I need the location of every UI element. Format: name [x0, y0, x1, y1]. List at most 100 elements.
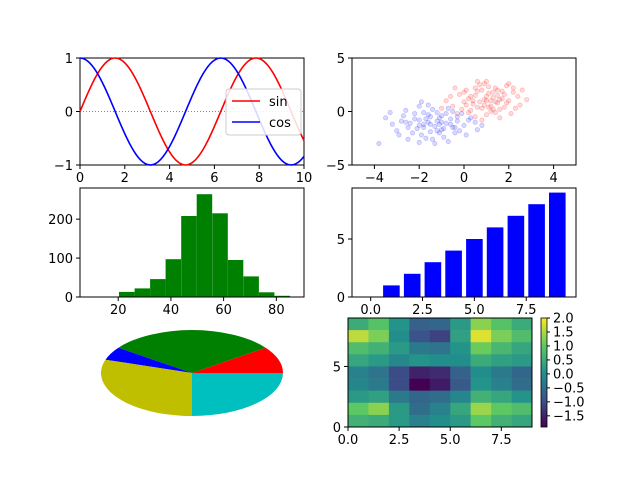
scatter-point-series-1 [443, 111, 449, 117]
heatmap-cell [491, 402, 512, 416]
scatter-point-series-1 [439, 127, 445, 133]
heatmap-cell [348, 402, 369, 416]
scatter-point-series-1 [454, 114, 460, 120]
histogram-x-tick-label: 40 [163, 303, 180, 318]
scatter-point-series-1 [456, 128, 462, 134]
histogram-y-tick-label: 100 [48, 252, 73, 267]
bar [486, 227, 504, 297]
scatter-point-series-1 [436, 115, 442, 121]
scatter-point-series-1 [421, 110, 427, 116]
scatter-chart-x-tick-label: −4 [365, 171, 384, 186]
scatter-point-series-0 [448, 94, 454, 100]
colorbar-tick-label: −0.5 [553, 381, 585, 396]
heatmap-cell [409, 402, 431, 416]
scatter-point-series-1 [416, 122, 422, 128]
heatmap-cell [511, 390, 533, 404]
scatter-point-series-0 [504, 100, 510, 106]
scatter-point-series-0 [481, 81, 487, 87]
scatter-point-series-1 [472, 119, 478, 125]
scatter-point-series-0 [508, 111, 514, 117]
heatmap-cell [511, 318, 533, 331]
heatmap-cell [348, 378, 369, 391]
scatter-point-series-1 [416, 140, 422, 146]
colorbar-tick-label: 1.5 [553, 325, 574, 340]
scatter-point-series-1 [376, 141, 382, 147]
scatter-point-series-1 [416, 117, 422, 123]
heatmap-x-tick-label: 0.0 [338, 433, 359, 448]
heatmap-cell [388, 366, 410, 379]
scatter-chart-y-tick-label: −5 [326, 159, 345, 174]
colorbar-tick-label: 0.0 [553, 367, 574, 382]
heatmap-cell [470, 366, 492, 379]
heatmap-cell [450, 354, 471, 367]
scatter-point-series-0 [490, 106, 496, 112]
colorbar-tick-label: 1.0 [553, 339, 574, 354]
scatter-point-series-1 [459, 111, 465, 117]
scatter-point-series-1 [427, 114, 433, 120]
scatter-point-series-1 [407, 120, 413, 126]
heatmap-cell [348, 390, 369, 404]
legend-label-sin: sin [269, 95, 288, 110]
scatter-point-series-0 [443, 98, 449, 104]
scatter-point-series-1 [468, 115, 474, 121]
scatter-point-series-0 [492, 85, 498, 91]
scatter-point-series-0 [501, 104, 507, 110]
heatmap-cell [348, 366, 369, 379]
heatmap-cell [409, 366, 431, 379]
scatter-point-series-0 [506, 98, 512, 104]
scatter-point-series-1 [434, 118, 440, 124]
heatmap-cell [470, 318, 492, 331]
scatter-point-series-1 [445, 139, 451, 145]
line-chart-x-tick-label: 4 [165, 171, 173, 186]
scatter-point-series-0 [456, 91, 462, 97]
scatter-point-series-1 [441, 134, 447, 140]
heatmap-cell [470, 330, 492, 343]
pie-slice-4 [192, 373, 283, 416]
bar-chart-x-tick-label: 5.0 [464, 303, 485, 318]
scatter-point-series-1 [450, 125, 456, 131]
bar-chart-y-tick-label: 0 [337, 291, 345, 306]
scatter-point-series-1 [383, 115, 389, 121]
scatter-point-series-0 [497, 106, 503, 112]
scatter-point-series-1 [414, 126, 420, 132]
colorbar-tick-label: −1.0 [553, 395, 585, 410]
colorbar-gradient [540, 317, 548, 428]
scatter-point-series-1 [389, 121, 395, 127]
scatter-point-series-0 [465, 96, 471, 102]
colorbar-tick-label: 0.5 [553, 353, 574, 368]
scatter-point-series-1 [441, 126, 447, 132]
bar [507, 215, 525, 297]
heatmap-cell [368, 402, 390, 416]
scatter-point-series-0 [450, 103, 456, 109]
scatter-point-series-1 [434, 128, 440, 134]
scatter-point-series-0 [499, 88, 505, 94]
heatmap-cell [348, 330, 369, 343]
heatmap-x-tick-label: 7.5 [491, 433, 512, 448]
histogram-axes-frame [79, 187, 305, 298]
pie-slice-2 [105, 347, 192, 373]
heatmap-cell [470, 390, 492, 404]
scatter-point-series-0 [452, 85, 458, 91]
scatter-point-series-0 [468, 94, 474, 100]
heatmap-cell [429, 318, 451, 331]
scatter-point-series-1 [434, 110, 440, 116]
line-chart-x-tick-label: 10 [296, 171, 313, 186]
heatmap-cell [491, 354, 512, 367]
scatter-point-series-1 [421, 125, 427, 131]
heatmap-cell [470, 354, 492, 367]
heatmap-cell [368, 414, 390, 428]
scatter-point-series-0 [497, 97, 503, 103]
heatmap-cell [450, 390, 471, 404]
histogram-bar [181, 216, 197, 297]
scatter-point-series-0 [483, 79, 489, 85]
bar-chart-x-tick-label: 7.5 [516, 303, 537, 318]
scatter-point-series-0 [492, 99, 498, 105]
heatmap-cell [348, 414, 369, 428]
scatter-point-series-0 [490, 95, 496, 101]
scatter-point-series-0 [477, 99, 483, 105]
scatter-point-series-0 [495, 100, 501, 106]
scatter-point-series-0 [472, 85, 478, 91]
bar-chart-x-tick-label: 0.0 [360, 303, 381, 318]
scatter-point-series-1 [430, 106, 436, 112]
scatter-point-series-0 [495, 93, 501, 99]
